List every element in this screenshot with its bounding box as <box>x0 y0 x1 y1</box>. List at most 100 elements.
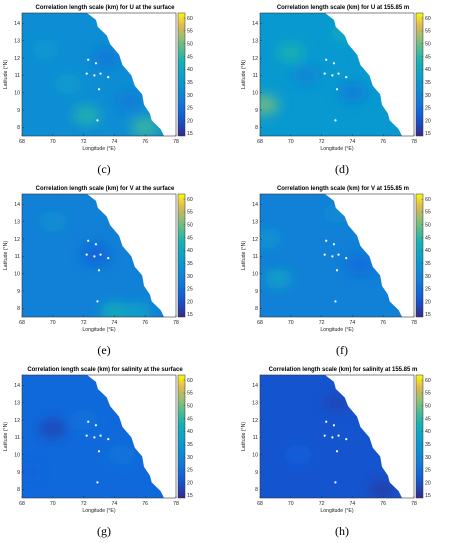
x-tick-label: 68 <box>19 139 25 145</box>
chart-svg-f: Correlation length scale (km) for V at 1… <box>241 186 431 357</box>
x-tick-label: 70 <box>288 320 294 326</box>
colorbar-tick-label: 60 <box>187 378 193 384</box>
y-tick-label: 10 <box>14 452 20 458</box>
y-tick-label: 11 <box>253 73 258 79</box>
island-2 <box>323 253 326 256</box>
island-2 <box>323 72 326 75</box>
island-6 <box>97 88 101 91</box>
colorbar-tick-label: 20 <box>187 480 193 486</box>
island-5 <box>107 75 110 79</box>
colorbar-tick-label: 60 <box>425 16 431 22</box>
y-tick-label: 14 <box>252 383 258 389</box>
y-tick-label: 10 <box>252 271 258 277</box>
panel-title: Correlation length scale (km) for salini… <box>27 367 183 373</box>
land-mask <box>325 13 414 136</box>
panel-caption: (e) <box>97 343 110 357</box>
island-4 <box>99 253 102 256</box>
panel-caption: (f) <box>336 343 348 357</box>
y-tick-label: 14 <box>14 202 20 208</box>
land-mask <box>325 375 414 498</box>
field-blob-0 <box>284 444 313 465</box>
colorbar-tick-label: 60 <box>187 197 193 203</box>
x-tick-label: 72 <box>81 320 87 326</box>
x-tick-label: 70 <box>50 139 56 145</box>
panel-title: Correlation length scale (km) for salini… <box>269 367 418 373</box>
y-axis-label: Latitude (°N) <box>241 241 247 270</box>
island-7 <box>96 481 99 484</box>
colorbar <box>415 193 424 318</box>
x-tick-label: 74 <box>350 320 356 326</box>
colorbar-tick-label: 15 <box>425 312 431 318</box>
island-5 <box>345 256 348 260</box>
x-tick-label: 74 <box>112 501 118 507</box>
island-2 <box>85 434 88 437</box>
island-7 <box>96 300 99 303</box>
colorbar-tick-label: 25 <box>187 468 193 474</box>
island-0 <box>325 239 328 242</box>
y-axis-label: Latitude (°N) <box>241 422 247 451</box>
colorbar-tick-label: 40 <box>187 429 193 435</box>
y-tick-label: 11 <box>15 73 20 79</box>
x-tick-label: 78 <box>173 320 179 326</box>
colorbar <box>177 12 186 137</box>
x-axis-label: Longitude (°E) <box>320 327 353 333</box>
island-3 <box>93 74 96 77</box>
axes-frame <box>21 12 177 137</box>
x-tick-label: 72 <box>319 320 325 326</box>
y-tick-label: 10 <box>252 90 258 96</box>
axes-frame <box>21 193 177 318</box>
field-blob-0 <box>81 244 110 265</box>
colorbar-tick-label: 15 <box>187 131 193 137</box>
colorbar-tick-label: 15 <box>187 312 193 318</box>
island-2 <box>323 434 326 437</box>
island-3 <box>331 74 334 77</box>
field-f <box>260 194 414 317</box>
island-0 <box>325 420 328 423</box>
colorbar-tick-label: 30 <box>425 274 431 280</box>
colorbar-tick-label: 25 <box>425 106 431 112</box>
colorbar-tick-label: 55 <box>425 29 431 35</box>
x-tick-label: 78 <box>411 139 417 145</box>
chart-svg-h: Correlation length scale (km) for salini… <box>241 367 431 538</box>
y-tick-label: 13 <box>252 220 258 226</box>
island-4 <box>337 72 340 75</box>
land-mask <box>87 13 176 136</box>
island-6 <box>335 269 339 272</box>
colorbar-tick-label: 15 <box>425 131 431 137</box>
y-tick-label: 13 <box>14 220 20 226</box>
panel-caption: (c) <box>97 162 110 176</box>
island-3 <box>93 255 96 258</box>
island-1 <box>332 243 336 246</box>
colorbar-tick-label: 20 <box>425 299 431 305</box>
axes-frame <box>259 12 415 137</box>
island-0 <box>87 420 90 423</box>
y-axis-label: Latitude (°N) <box>3 60 9 89</box>
land-mask <box>87 194 176 317</box>
field-blob-2 <box>108 444 137 465</box>
panel-h: Correlation length scale (km) for salini… <box>238 362 474 543</box>
y-tick-label: 9 <box>255 470 258 476</box>
field-c <box>22 13 176 136</box>
x-tick-label: 70 <box>50 501 56 507</box>
field-blob-0 <box>264 268 293 289</box>
x-tick-label: 76 <box>380 320 386 326</box>
field-blob-2 <box>369 479 398 498</box>
field-blob-3 <box>22 462 44 483</box>
y-tick-label: 8 <box>255 125 258 131</box>
colorbar-tick-label: 55 <box>425 210 431 216</box>
field-e <box>22 194 176 317</box>
chart-svg-d: Correlation length scale (km) for U at 1… <box>241 5 431 176</box>
island-3 <box>331 255 334 258</box>
y-tick-label: 13 <box>252 401 258 407</box>
field-g <box>22 375 176 498</box>
x-tick-label: 76 <box>142 501 148 507</box>
colorbar-tick-label: 60 <box>187 16 193 22</box>
field-blob-1 <box>260 229 282 250</box>
colorbar-tick-label: 25 <box>187 287 193 293</box>
colorbar-tick-label: 30 <box>425 93 431 99</box>
panel-caption: (h) <box>335 524 349 538</box>
x-tick-label: 78 <box>173 139 179 145</box>
colorbar-tick-label: 35 <box>425 261 431 267</box>
colorbar-tick-label: 30 <box>187 274 193 280</box>
panel-f: Correlation length scale (km) for V at 1… <box>238 181 474 362</box>
